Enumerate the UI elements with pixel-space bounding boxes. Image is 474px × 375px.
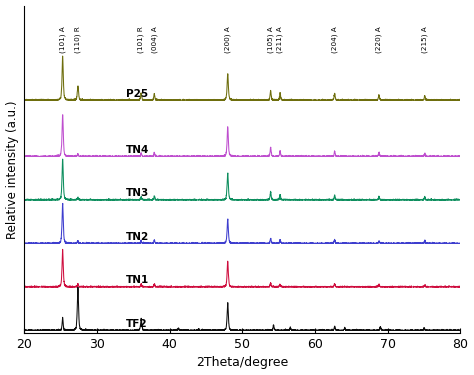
Text: (110) R: (110) R <box>75 26 81 53</box>
Text: (200) A: (200) A <box>225 26 231 53</box>
Text: P25: P25 <box>126 88 148 99</box>
Text: TN2: TN2 <box>126 232 149 242</box>
Text: (211) A: (211) A <box>277 26 283 53</box>
X-axis label: 2Theta/degree: 2Theta/degree <box>196 357 288 369</box>
Text: (101) A: (101) A <box>59 26 66 53</box>
Y-axis label: Relative intensity (a.u.): Relative intensity (a.u.) <box>6 100 18 238</box>
Text: (220) A: (220) A <box>376 26 382 53</box>
Text: (105) A: (105) A <box>267 26 274 53</box>
Text: TN1: TN1 <box>126 276 149 285</box>
Text: (101) R: (101) R <box>138 26 145 53</box>
Text: TN4: TN4 <box>126 145 149 155</box>
Text: (004) A: (004) A <box>151 26 157 53</box>
Text: TN3: TN3 <box>126 189 149 198</box>
Text: (204) A: (204) A <box>331 26 338 53</box>
Text: TF2: TF2 <box>126 319 147 329</box>
Text: (215) A: (215) A <box>421 26 428 53</box>
